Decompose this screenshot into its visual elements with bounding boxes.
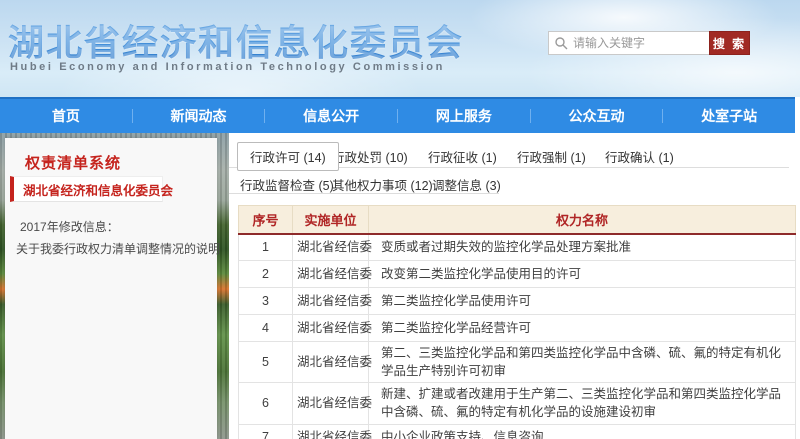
tab-administrative-collection[interactable]: 行政征收 (1) <box>428 151 497 165</box>
cell-unit: 湖北省经信委 <box>292 423 372 439</box>
search-button[interactable]: 搜 索 <box>709 31 750 55</box>
cell-no: 6 <box>238 382 293 425</box>
table-row[interactable]: 3 湖北省经信委 第二类监控化学品使用许可 <box>238 287 796 315</box>
table-row[interactable]: 2 湖北省经信委 改变第二类监控化学品使用目的许可 <box>238 260 796 288</box>
cell-power-name: 第二类监控化学品经营许可 <box>368 314 796 342</box>
tab-adjustment-info[interactable]: 调整信息 (3) <box>432 179 501 193</box>
cell-unit: 湖北省经信委 <box>292 233 372 261</box>
search-box: 搜 索 <box>548 31 750 55</box>
table-header-row: 序号 实施单位 权力名称 <box>238 205 796 235</box>
cell-power-name: 变质或者过期失效的监控化学品处理方案批准 <box>368 233 796 261</box>
tab-row2-divider <box>229 193 499 194</box>
nav-separator <box>131 109 133 123</box>
cell-no: 2 <box>238 260 293 288</box>
sidebar: 权责清单系统 湖北省经济和信息化委员会 2017年修改信息： 关于我委行政权力清… <box>5 138 221 439</box>
cell-no: 5 <box>238 340 293 384</box>
cell-no: 4 <box>238 314 293 342</box>
col-header-power-name: 权力名称 <box>368 205 796 235</box>
cell-unit: 湖北省经信委 <box>292 260 372 288</box>
cell-unit: 湖北省经信委 <box>292 382 372 425</box>
table-row[interactable]: 5 湖北省经信委 第二、三类监控化学品和第四类监控化学品中含磷、硫、氟的特定有机… <box>238 340 796 384</box>
nav-item-home[interactable]: 首页 <box>51 108 80 124</box>
cell-no: 3 <box>238 287 293 315</box>
tab-supervision-inspection[interactable]: 行政监督检查 (5) <box>240 179 334 193</box>
tab-administrative-confirmation[interactable]: 行政确认 (1) <box>605 151 674 165</box>
nav-separator <box>264 109 266 123</box>
nav-item-online-services[interactable]: 网上服务 <box>435 108 492 124</box>
cell-unit: 湖北省经信委 <box>292 287 372 315</box>
col-header-no: 序号 <box>238 205 293 235</box>
main-content: 行政许可 (14) 行政处罚 (10) 行政征收 (1) 行政强制 (1) 行政… <box>229 133 796 439</box>
cell-no: 7 <box>238 423 293 439</box>
search-input[interactable] <box>548 31 710 55</box>
table-row[interactable]: 4 湖北省经信委 第二类监控化学品经营许可 <box>238 314 796 342</box>
cell-power-name: 新建、扩建或者改建用于生产第二、三类监控化学品和第四类监控化学品中含磷、硫、氟的… <box>368 382 796 425</box>
nav-item-news[interactable]: 新闻动态 <box>170 108 227 124</box>
nav-separator <box>662 109 664 123</box>
power-list-table: 序号 实施单位 权力名称 1 湖北省经信委 变质或者过期失效的监控化学品处理方案… <box>238 205 796 439</box>
cell-unit: 湖北省经信委 <box>292 340 372 384</box>
sidebar-note-label: 2017年修改信息： <box>20 220 119 234</box>
nav-item-info-disclosure[interactable]: 信息公开 <box>303 108 360 124</box>
site-subtitle-en: Hubei Economy and Information Technology… <box>10 61 445 73</box>
tab-administrative-penalty[interactable]: 行政处罚 (10) <box>332 151 408 165</box>
nav-separator <box>529 109 531 123</box>
main-nav: 首页 新闻动态 信息公开 网上服务 公众互动 处室子站 <box>0 97 795 133</box>
site-title: 湖北省经济和信息化委员会 <box>8 14 464 66</box>
sidebar-system-title: 权责清单系统 <box>25 155 122 172</box>
sidebar-item-commission[interactable]: 湖北省经济和信息化委员会 <box>10 176 173 202</box>
tab-row-divider <box>229 167 789 168</box>
col-header-unit: 实施单位 <box>292 205 369 235</box>
cell-power-name: 第二类监控化学品使用许可 <box>368 287 796 315</box>
cell-unit: 湖北省经信委 <box>292 314 372 342</box>
tab-administrative-coercion[interactable]: 行政强制 (1) <box>517 151 586 165</box>
cell-power-name: 第二、三类监控化学品和第四类监控化学品中含磷、硫、氟的特定有机化学品生产特别许可… <box>368 340 796 384</box>
cell-power-name: 中小企业政策支持、信息咨询 <box>368 423 796 439</box>
tab-administrative-license[interactable]: 行政许可 (14) <box>237 142 339 171</box>
cell-no: 1 <box>238 233 293 261</box>
table-row[interactable]: 6 湖北省经信委 新建、扩建或者改建用于生产第二、三类监控化学品和第四类监控化学… <box>238 382 796 425</box>
nav-separator <box>397 109 399 123</box>
tab-other-power-items[interactable]: 其他权力事项 (12) <box>332 179 433 193</box>
table-row[interactable]: 1 湖北省经信委 变质或者过期失效的监控化学品处理方案批准 <box>238 233 796 261</box>
nav-item-department-sites[interactable]: 处室子站 <box>701 108 758 124</box>
sidebar-note-link[interactable]: 关于我委行政权力清单调整情况的说明 <box>16 242 221 256</box>
cell-power-name: 改变第二类监控化学品使用目的许可 <box>368 260 796 288</box>
table-row[interactable]: 7 湖北省经信委 中小企业政策支持、信息咨询 <box>238 423 796 439</box>
site-header: 湖北省经济和信息化委员会 Hubei Economy and Informati… <box>0 0 800 97</box>
nav-item-public-interaction[interactable]: 公众互动 <box>568 108 625 124</box>
sidebar-item-label: 湖北省经济和信息化委员会 <box>23 183 174 198</box>
